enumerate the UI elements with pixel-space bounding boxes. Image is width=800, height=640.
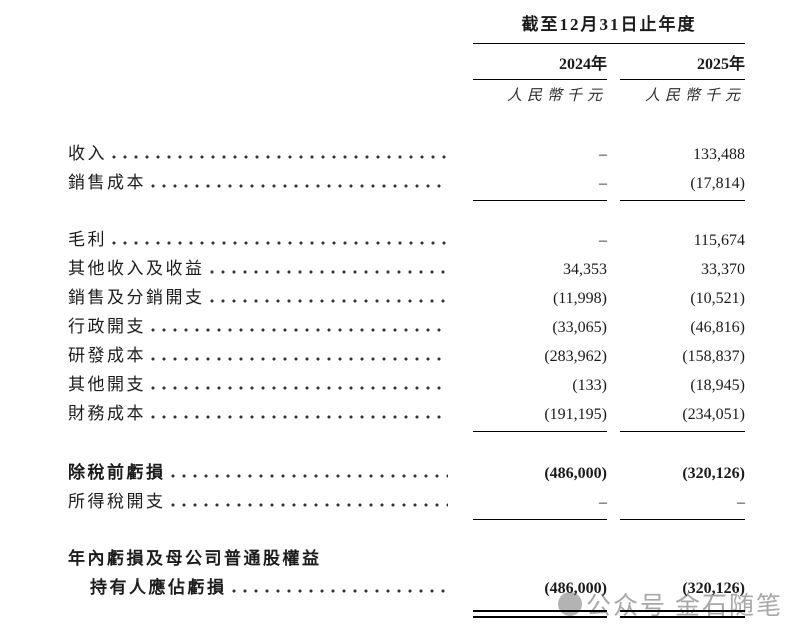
double-column-rule (620, 610, 745, 618)
row-value-2025: 115,674 (693, 232, 745, 249)
unit-label-2025: 人民幣千元 (644, 88, 745, 104)
table-row-other-income: 其他收入及收益 34,353 33,370 (68, 254, 745, 283)
dot-leader (151, 415, 448, 419)
row-label: 年內虧損及母公司普通股權益 (68, 549, 322, 568)
dot-leader (151, 328, 448, 332)
dot-leader (209, 270, 448, 274)
column-rule (473, 431, 607, 432)
dot-leader (327, 560, 449, 564)
table-row-revenue: 收入 – 133,488 (68, 139, 745, 168)
watermark: 公众号 金石随笔 (558, 586, 783, 622)
column-rule (473, 200, 607, 201)
watermark-logo-icon (558, 592, 582, 616)
dot-leader (151, 386, 448, 390)
table-row-rd-costs: 研發成本 (283,962) (158,837) (68, 341, 745, 370)
column-rule (620, 431, 745, 432)
unit-header-row: 人民幣千元 人民幣千元 (68, 86, 745, 107)
column-rule (620, 79, 745, 80)
row-value-2025: (158,837) (682, 348, 745, 365)
table-row-admin-expenses: 行政開支 (33,065) (46,816) (68, 312, 745, 341)
row-value-2024: – (599, 494, 607, 511)
row-label: 除稅前虧損 (68, 463, 166, 482)
row-value-2024: (11,998) (552, 290, 607, 307)
row-value-2025: 33,370 (701, 261, 745, 278)
dot-leader (151, 357, 448, 361)
row-label: 所得稅開支 (68, 492, 166, 511)
table-row-selling-expenses: 銷售及分銷開支 (11,998) (10,521) (68, 283, 745, 312)
row-value-2025: (18,945) (690, 377, 745, 394)
row-value-2024: – (599, 146, 607, 163)
table-row-other-expenses: 其他開支 (133) (18,945) (68, 370, 745, 399)
table-row-finance-costs: 財務成本 (191,195) (234,051) (68, 399, 745, 428)
watermark-name-text: 金石随笔 (675, 592, 784, 620)
row-value-2024: – (599, 175, 607, 192)
row-value-2025: – (737, 494, 745, 511)
dot-leader (112, 155, 448, 159)
row-value-2024: – (599, 232, 607, 249)
unit-label-2024: 人民幣千元 (506, 88, 607, 104)
dot-leader (170, 503, 448, 507)
row-label: 持有人應佔虧損 (90, 578, 227, 597)
row-value-2025: (10,521) (690, 290, 745, 307)
table-row-gross-profit: 毛利 – 115,674 (68, 225, 745, 254)
dot-leader (231, 589, 448, 593)
section-rule-row (68, 519, 745, 520)
row-value-2025: (46,816) (690, 319, 745, 336)
row-value-2025: (234,051) (682, 406, 745, 423)
section-rule-row (68, 200, 745, 201)
table-row-loss-for-year-caption: 年內虧損及母公司普通股權益 (68, 544, 745, 573)
column-rule (620, 200, 745, 201)
row-value-2025: (320,126) (682, 465, 745, 482)
row-value-2024: (33,065) (552, 319, 607, 336)
row-value-2024: (133) (572, 377, 607, 394)
row-value-2025: 133,488 (693, 146, 745, 163)
row-value-2024: (191,195) (544, 406, 607, 423)
table-row-attributable-loss: 持有人應佔虧損 (486,000) (320,126) (68, 573, 745, 602)
dot-leader (170, 474, 448, 478)
row-label: 收入 (68, 144, 107, 163)
row-label: 研發成本 (68, 346, 146, 365)
table-row-loss-before-tax: 除稅前虧損 (486,000) (320,126) (68, 458, 745, 487)
row-label: 其他收入及收益 (68, 259, 205, 278)
year-header-row: 2024年 2025年 (68, 53, 745, 76)
table-row-cost-of-sales: 銷售成本 – (17,814) (68, 168, 745, 197)
table-row-income-tax: 所得稅開支 – – (68, 487, 745, 516)
row-label: 毛利 (68, 230, 107, 249)
row-value-2025: (320,126) (682, 580, 745, 597)
row-label: 其他開支 (68, 375, 146, 394)
column-rule (473, 79, 607, 80)
dot-leader (209, 299, 448, 303)
row-label: 銷售及分銷開支 (68, 288, 205, 307)
row-value-2024: 34,353 (563, 261, 607, 278)
year-column-header-2024: 2024年 (558, 56, 607, 73)
period-header: 截至12月31日止年度 (521, 15, 697, 34)
column-rule (473, 519, 607, 520)
total-rule-row (68, 610, 745, 618)
dot-leader (151, 184, 448, 188)
year-rule-row (68, 79, 745, 80)
dot-leader (112, 241, 448, 245)
header-rule (473, 43, 745, 44)
row-value-2025: (17,814) (690, 175, 745, 192)
year-column-header-2025: 2025年 (696, 56, 745, 73)
column-rule (620, 519, 745, 520)
row-label: 行政開支 (68, 317, 146, 336)
row-label: 銷售成本 (68, 173, 146, 192)
watermark-badge-text: 公众号 (586, 592, 668, 620)
row-value-2024: (486,000) (544, 465, 607, 482)
row-value-2024: (283,962) (544, 348, 607, 365)
section-rule-row (68, 431, 745, 432)
double-column-rule (473, 610, 607, 618)
row-value-2024: (486,000) (544, 580, 607, 597)
income-statement-table: 截至12月31日止年度 2024年 2025年 人民幣千元 人民幣千元 收入 –… (68, 12, 745, 618)
row-label: 財務成本 (68, 404, 146, 423)
